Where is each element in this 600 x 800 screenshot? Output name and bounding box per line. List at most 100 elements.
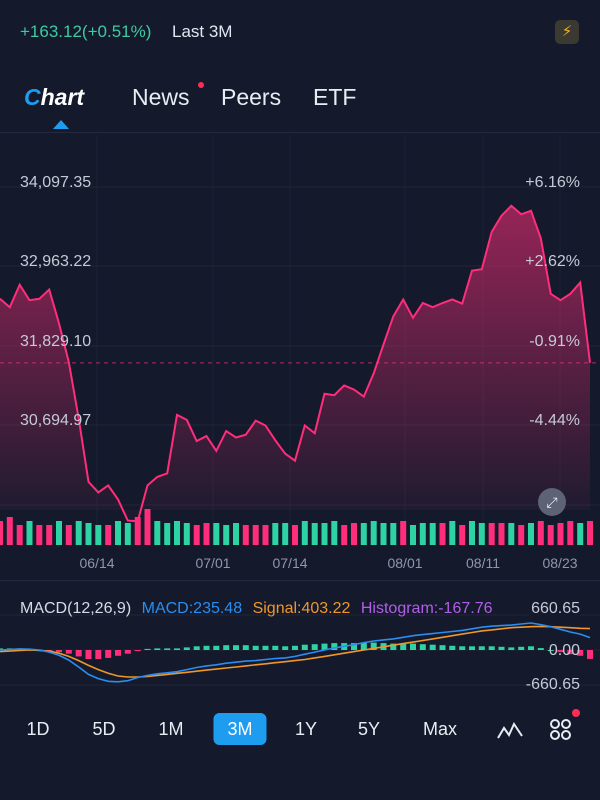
tab-peers[interactable]: Peers xyxy=(221,84,282,110)
tab-news[interactable]: News xyxy=(132,84,190,110)
volume-bar xyxy=(203,523,210,545)
volume-bar xyxy=(292,525,298,545)
tab-chart[interactable]: Chart xyxy=(24,84,84,111)
histogram-bar xyxy=(567,650,574,655)
range-1d-button[interactable]: 1D xyxy=(26,719,50,739)
y-tick-label: 34,097.35 xyxy=(20,174,92,191)
histogram-bar xyxy=(124,650,131,654)
histogram-bar xyxy=(528,646,534,650)
volume-bar xyxy=(105,525,112,545)
volume-bar xyxy=(390,523,397,545)
range-5d-button[interactable]: 5D xyxy=(92,719,116,739)
fullscreen-icon[interactable]: ⤢ xyxy=(538,488,566,516)
volume-bar xyxy=(498,523,505,545)
histogram-bar xyxy=(193,646,200,650)
range-1y-button[interactable]: 1Y xyxy=(294,719,318,739)
range-1m-button[interactable]: 1M xyxy=(158,719,184,739)
volume-bar xyxy=(6,517,13,545)
volume-bar xyxy=(183,523,190,545)
histogram-bar xyxy=(233,645,239,650)
histogram-bar xyxy=(429,644,436,650)
volume-bar xyxy=(272,523,279,545)
histogram-bar xyxy=(547,650,554,651)
histogram-bar xyxy=(518,646,525,650)
x-tick-label: 08/01 xyxy=(387,555,423,571)
volume-bar xyxy=(115,521,121,545)
y-tick-label: 30,694.97 xyxy=(20,412,92,429)
histogram-bar xyxy=(144,648,151,650)
histogram-bar xyxy=(449,645,456,650)
volume-bar xyxy=(537,521,544,545)
volume-bar xyxy=(75,521,82,545)
volume-bar xyxy=(459,525,466,545)
active-tab-caret-icon xyxy=(53,120,69,129)
volume-bar xyxy=(124,523,131,545)
volume-bar xyxy=(351,523,357,545)
volume-bar xyxy=(65,525,72,545)
macd-tick-label: 0.00 xyxy=(548,642,580,659)
histogram-bar xyxy=(272,645,279,650)
histogram-bar xyxy=(478,646,485,650)
macd-divider xyxy=(0,580,600,581)
volume-bar xyxy=(164,523,171,545)
range-3m-button[interactable]: 3M xyxy=(213,713,267,745)
histogram-bar xyxy=(213,645,220,650)
volume-bar xyxy=(419,523,426,545)
macd-chart[interactable] xyxy=(0,595,600,700)
volume-bar xyxy=(380,523,387,545)
volume-bar xyxy=(174,521,180,545)
volume-bar xyxy=(360,523,367,545)
price-line xyxy=(0,204,591,523)
volume-bar xyxy=(508,523,515,545)
histogram-bar xyxy=(321,643,328,650)
histogram-bar xyxy=(301,644,308,650)
range-max-button[interactable]: Max xyxy=(422,719,458,739)
volume-bar xyxy=(26,521,33,545)
volume-bar xyxy=(587,521,593,545)
volume-bar xyxy=(488,523,495,545)
macd-legend-title: MACD(12,26,9) xyxy=(20,600,132,617)
tab-chart-label: Chart xyxy=(24,84,84,110)
volume-bar xyxy=(410,525,416,545)
volume-bar xyxy=(301,521,308,545)
volume-bar xyxy=(439,523,446,545)
volume-bar xyxy=(311,523,318,545)
pct-tick-label: +2.62% xyxy=(525,253,580,270)
x-tick-label: 08/11 xyxy=(466,555,500,571)
macd-tick-label: 660.65 xyxy=(529,600,580,618)
indicator-icon[interactable] xyxy=(496,720,524,742)
volume-bar xyxy=(341,525,348,545)
range-5y-button[interactable]: 5Y xyxy=(357,719,381,739)
histogram-bar xyxy=(203,645,210,650)
grid-icon[interactable] xyxy=(549,718,573,742)
x-tick-label: 08/23 xyxy=(542,555,578,571)
lightning-icon[interactable]: ⚡ xyxy=(555,20,579,44)
histogram-bar xyxy=(508,647,515,650)
volume-bar xyxy=(252,525,259,545)
volume-bar xyxy=(134,517,141,545)
histogram-bar xyxy=(351,643,357,650)
histogram-bar xyxy=(95,650,102,659)
volume-bar xyxy=(16,525,23,545)
histogram-bar xyxy=(311,644,318,650)
volume-bar xyxy=(223,525,230,545)
histogram-bar xyxy=(459,646,466,650)
histogram-bar xyxy=(75,650,82,657)
tab-etf[interactable]: ETF xyxy=(313,84,357,110)
volume-bar xyxy=(331,521,338,545)
price-area xyxy=(0,205,590,522)
histogram-bar xyxy=(370,642,377,650)
price-chart[interactable] xyxy=(0,135,600,580)
histogram-bar xyxy=(105,650,112,658)
histogram-bar xyxy=(282,646,289,650)
volume-bar xyxy=(370,521,377,545)
histogram-bar xyxy=(183,647,190,650)
histogram-bar xyxy=(557,650,564,653)
volume-bar xyxy=(154,521,161,545)
histogram-bar xyxy=(360,642,367,650)
histogram-bar xyxy=(115,650,121,656)
macd-tick-label: -660.65 xyxy=(525,676,580,693)
volume-bar xyxy=(528,523,534,545)
volume-bar xyxy=(557,523,564,545)
pct-tick-label: -4.44% xyxy=(529,412,580,429)
